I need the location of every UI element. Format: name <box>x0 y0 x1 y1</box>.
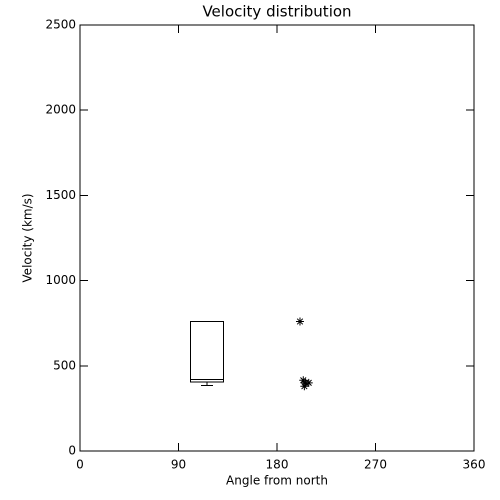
x-tick-label: 180 <box>266 458 289 472</box>
box <box>190 320 224 383</box>
x-axis-label: Angle from north <box>226 474 328 488</box>
chart-title: Velocity distribution <box>202 3 351 21</box>
point <box>300 382 309 391</box>
plot-frame <box>79 24 475 452</box>
x-tick-label: 0 <box>76 458 84 472</box>
y-tick-label: 2500 <box>45 18 76 32</box>
point <box>295 317 304 326</box>
y-tick-label: 0 <box>68 444 76 458</box>
y-tick-label: 2000 <box>45 103 76 117</box>
x-tick-label: 270 <box>364 458 387 472</box>
y-tick-label: 500 <box>53 358 76 372</box>
y-tick-label: 1000 <box>45 273 76 287</box>
point <box>304 378 313 387</box>
y-axis-label: Velocity (km/s) <box>21 193 35 282</box>
y-tick-label: 1500 <box>45 188 76 202</box>
x-tick-label: 360 <box>463 458 486 472</box>
x-tick-label: 90 <box>171 458 186 472</box>
